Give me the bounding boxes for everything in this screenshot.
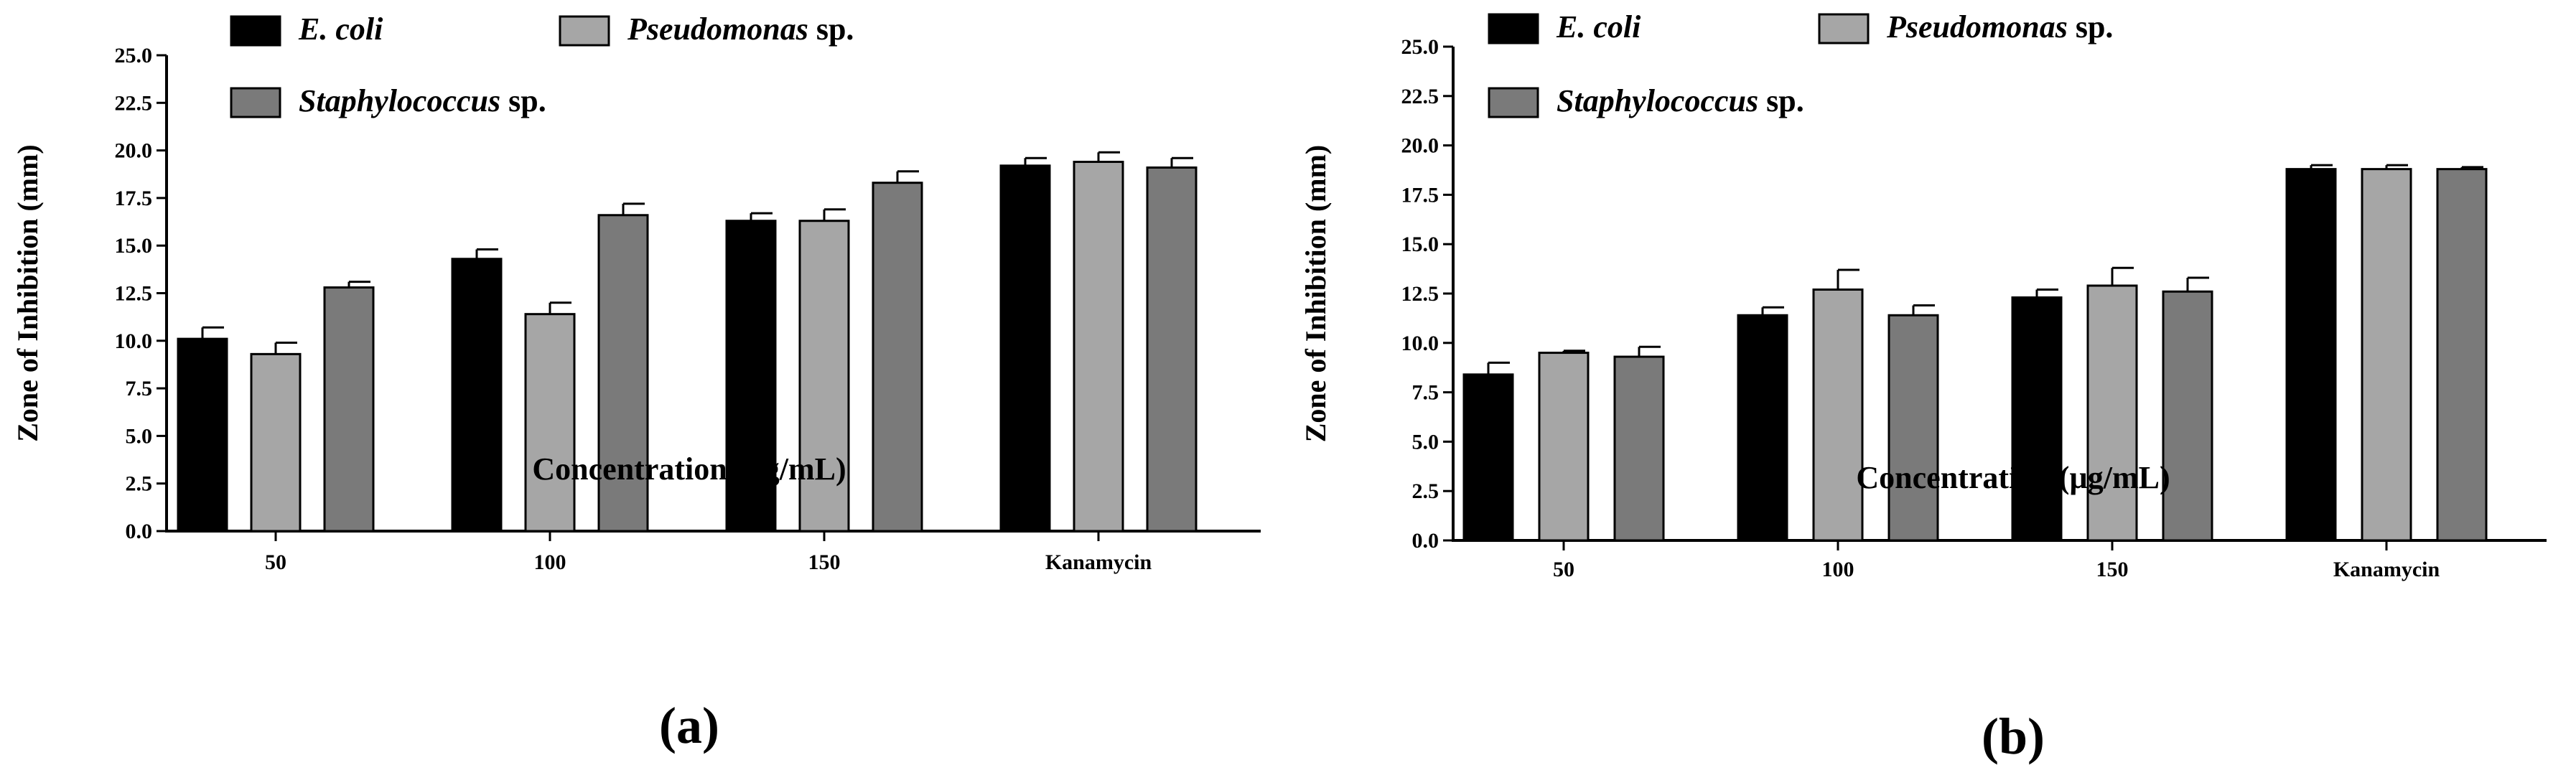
bar: [798, 220, 850, 533]
bar: [250, 352, 302, 533]
y-tick-label: 0.0: [126, 520, 153, 543]
x-tick-label: 100: [534, 550, 566, 574]
legend-label: E. coli: [298, 11, 383, 47]
x-tick-label: 150: [2096, 558, 2129, 581]
bar: [1462, 373, 1514, 542]
bar: [1737, 314, 1788, 542]
legend-label: E. coli: [1556, 9, 1641, 44]
y-tick-label: 10.0: [1401, 332, 1439, 355]
y-tick-label: 2.5: [126, 472, 153, 496]
bar: [524, 313, 576, 533]
y-tick-label: 0.0: [1412, 529, 1439, 553]
bar: [872, 182, 923, 533]
x-tick-label: 50: [265, 550, 286, 574]
y-tick-label: 20.0: [1401, 134, 1439, 158]
y-tick-label: 10.0: [115, 329, 153, 353]
bar: [1073, 161, 1124, 533]
x-tick-label: Kanamycin: [1045, 550, 1152, 574]
y-tick-label: 5.0: [126, 424, 153, 448]
y-tick-label: 2.5: [1412, 479, 1439, 503]
panel-label: (b): [1982, 708, 2045, 765]
bar: [1812, 288, 1864, 542]
bar: [2285, 168, 2337, 542]
x-tick-label: 150: [808, 550, 841, 574]
chart-b-svg: 0.0 2.5 5.0 7.5 10.0 12.5 15.0 17.5 20.0 22.5 25.0…: [1299, 9, 2547, 765]
bar: [451, 258, 503, 533]
x-tick-label: Kanamycin: [2333, 558, 2440, 581]
bar: [725, 220, 777, 533]
bar: [1613, 355, 1665, 542]
y-tick-label: 17.5: [1401, 183, 1439, 207]
legend-swatch: [1818, 13, 1870, 44]
y-tick-label: 12.5: [1401, 282, 1439, 306]
bar: [2011, 296, 2063, 542]
bar: [1538, 352, 1590, 542]
y-tick-label: 12.5: [115, 282, 153, 306]
bar: [2436, 168, 2488, 542]
legend-swatch: [1488, 13, 1539, 44]
bar: [2086, 284, 2138, 542]
legend-label: Pseudomonas sp.: [627, 11, 854, 47]
bar: [177, 337, 228, 533]
panel-label: (a): [659, 697, 719, 754]
x-tick-label: 50: [1553, 558, 1574, 581]
y-tick-label: 17.5: [115, 187, 153, 210]
legend-label: Staphylococcus sp.: [299, 83, 546, 118]
chart-panel-a: 0.0 2.5 5.0 7.5 10.0 12.5 15.0 17.5 20.0 22.5 25.0…: [11, 11, 1261, 754]
y-tick-label: 15.0: [115, 234, 153, 258]
y-tick-label: 20.0: [115, 139, 153, 163]
x-tick-label: 100: [1822, 558, 1854, 581]
y-axis-title: Zone of Inhibition (mm): [1299, 145, 1332, 443]
y-tick-label: 15.0: [1401, 233, 1439, 256]
chart-a-svg: 0.0 2.5 5.0 7.5 10.0 12.5 15.0 17.5 20.0 22.5 25.0…: [11, 11, 1261, 754]
legend-swatch: [1488, 87, 1539, 118]
bar: [1887, 314, 1939, 542]
bar: [999, 164, 1051, 533]
legend-swatch: [559, 15, 610, 47]
x-axis-title: Concentration (µg/mL): [1856, 460, 2170, 495]
bar: [323, 286, 375, 533]
y-tick-label: 25.0: [115, 44, 153, 67]
y-tick-label: 7.5: [1412, 381, 1439, 405]
legend-label: Staphylococcus sp.: [1557, 83, 1804, 118]
bar: [1146, 166, 1198, 533]
y-tick-label: 22.5: [1401, 85, 1439, 108]
y-tick-label: 5.0: [1412, 430, 1439, 454]
legend-label: Pseudomonas sp.: [1886, 9, 2113, 44]
bar: [2361, 168, 2412, 542]
x-axis-title: Concentration (µg/mL): [532, 451, 846, 487]
y-tick-label: 22.5: [115, 91, 153, 115]
bar: [2162, 290, 2213, 542]
legend-swatch: [230, 87, 281, 118]
y-tick-label: 25.0: [1401, 35, 1439, 59]
chart-panel-b: 0.0 2.5 5.0 7.5 10.0 12.5 15.0 17.5 20.0 22.5 25.0…: [1288, 0, 2576, 783]
legend-swatch: [230, 15, 281, 47]
y-tick-label: 7.5: [126, 377, 153, 400]
bar: [597, 214, 649, 533]
y-axis-title: Zone of Inhibition (mm): [11, 144, 44, 442]
